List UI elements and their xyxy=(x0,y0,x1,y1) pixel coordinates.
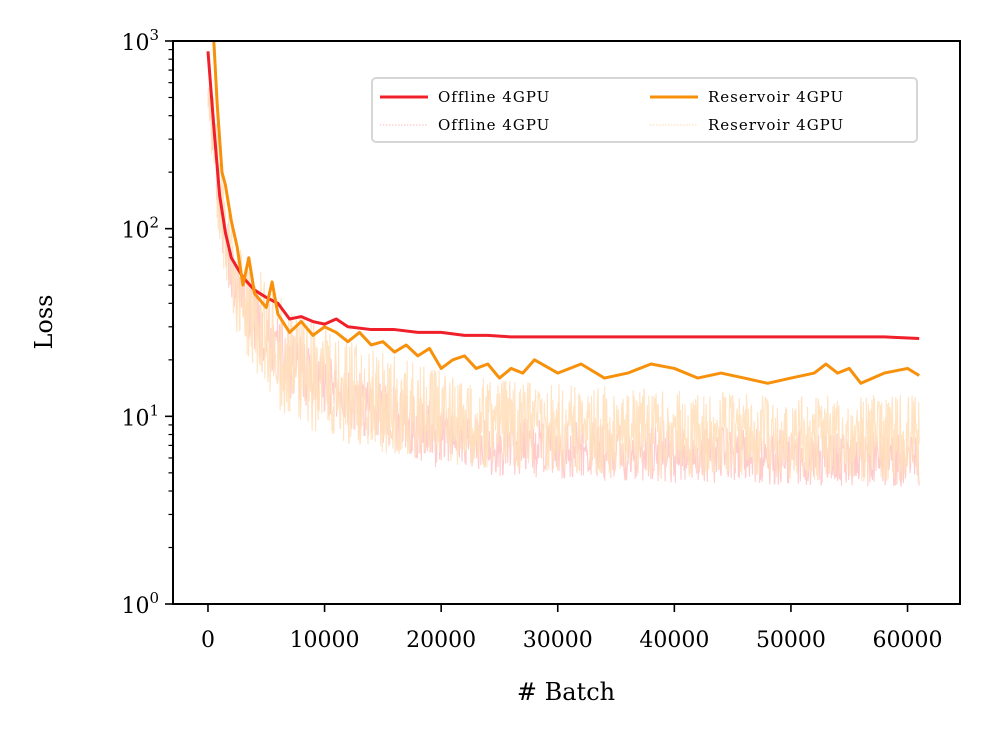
smoothed-series-line-2 xyxy=(212,41,920,385)
y-axis-title: Loss xyxy=(30,294,58,349)
legend-label-1: Offline 4GPU xyxy=(438,116,550,134)
x-tick-label-0: 0 xyxy=(201,628,215,653)
x-tick-label-1: 10000 xyxy=(290,628,360,653)
raw-series-layer xyxy=(207,68,920,487)
x-tick-label-2: 20000 xyxy=(406,628,476,653)
legend-label-2: Reservoir 4GPU xyxy=(708,88,844,106)
smoothed-series-layer xyxy=(206,41,920,385)
legend-label-3: Reservoir 4GPU xyxy=(708,116,844,134)
x-tick-label-4: 40000 xyxy=(639,628,709,653)
y-tick-label-3: 103 xyxy=(121,26,159,56)
plot-frame xyxy=(172,40,961,605)
y-tick-label-1: 101 xyxy=(121,401,159,431)
x-tick-label-5: 50000 xyxy=(756,628,826,653)
x-tick-label-6: 60000 xyxy=(873,628,943,653)
legend: Offline 4GPU Offline 4GPU Reservoir 4GPU Re… xyxy=(371,77,918,143)
smoothed-series-line-0 xyxy=(206,51,920,340)
x-tick-label-3: 30000 xyxy=(523,628,593,653)
y-axis-ticks: 100 101 102 103 xyxy=(121,26,173,619)
legend-label-0: Offline 4GPU xyxy=(438,88,550,106)
legend-box xyxy=(371,77,918,143)
y-tick-label-0: 100 xyxy=(121,589,159,619)
y-tick-label-2: 102 xyxy=(121,214,159,244)
raw-series-line-3 xyxy=(207,68,920,483)
x-axis-ticks: 0 10000 20000 30000 40000 50000 60000 xyxy=(201,604,943,653)
x-axis-title: # Batch xyxy=(517,678,615,706)
